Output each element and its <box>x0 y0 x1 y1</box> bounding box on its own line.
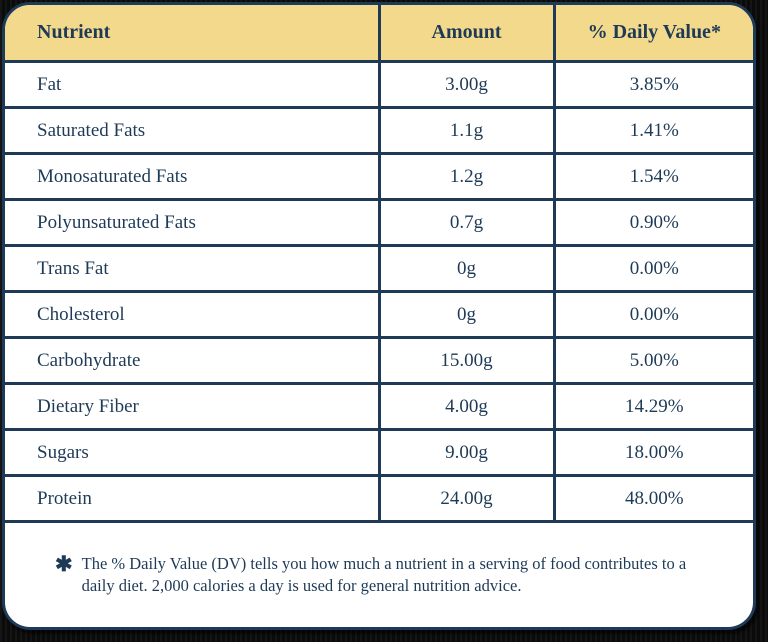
amount-cell: 15.00g <box>377 337 555 385</box>
amount-cell: 9.00g <box>377 429 555 477</box>
daily-value-cell: 0.00% <box>552 245 753 293</box>
amount-cell: 1.1g <box>377 107 555 155</box>
nutrient-cell: Monosaturated Fats <box>5 153 379 201</box>
table-row: Protein 24.00g 48.00% <box>5 475 753 523</box>
nutrient-cell: Carbohydrate <box>5 337 379 385</box>
nutrient-cell: Sugars <box>5 429 379 477</box>
nutrient-cell: Dietary Fiber <box>5 383 379 431</box>
nutrient-cell: Saturated Fats <box>5 107 379 155</box>
daily-value-cell: 18.00% <box>552 429 753 477</box>
daily-value-cell: 5.00% <box>552 337 753 385</box>
table-row: Cholesterol 0g 0.00% <box>5 291 753 339</box>
table-row: Fat 3.00g 3.85% <box>5 61 753 109</box>
table-row: Monosaturated Fats 1.2g 1.54% <box>5 153 753 201</box>
nutrient-cell: Protein <box>5 475 379 523</box>
amount-cell: 4.00g <box>377 383 555 431</box>
table-row: Sugars 9.00g 18.00% <box>5 429 753 477</box>
asterisk-icon: ✱ <box>55 552 73 576</box>
amount-cell: 1.2g <box>377 153 555 201</box>
table-row: Dietary Fiber 4.00g 14.29% <box>5 383 753 431</box>
amount-cell: 24.00g <box>377 475 555 523</box>
daily-value-cell: 1.54% <box>552 153 753 201</box>
column-header-amount: Amount <box>377 5 555 63</box>
nutrient-cell: Fat <box>5 61 379 109</box>
daily-value-cell: 0.90% <box>552 199 753 247</box>
footnote-text: The % Daily Value (DV) tells you how muc… <box>81 554 687 595</box>
table-row: Carbohydrate 15.00g 5.00% <box>5 337 753 385</box>
nutrient-cell: Cholesterol <box>5 291 379 339</box>
daily-value-cell: 14.29% <box>552 383 753 431</box>
table-header: Nutrient Amount % Daily Value* <box>5 5 753 63</box>
table-row: Polyunsaturated Fats 0.7g 0.90% <box>5 199 753 247</box>
table-body: Fat 3.00g 3.85% Saturated Fats 1.1g 1.41… <box>5 61 753 523</box>
daily-value-footnote: ✱ The % Daily Value (DV) tells you how m… <box>5 523 753 597</box>
amount-cell: 3.00g <box>377 61 555 109</box>
header-row: Nutrient Amount % Daily Value* <box>5 5 753 63</box>
nutrient-cell: Trans Fat <box>5 245 379 293</box>
amount-cell: 0g <box>377 245 555 293</box>
column-header-nutrient: Nutrient <box>5 5 379 63</box>
column-header-daily-value: % Daily Value* <box>552 5 753 63</box>
daily-value-cell: 1.41% <box>552 107 753 155</box>
amount-cell: 0g <box>377 291 555 339</box>
daily-value-cell: 0.00% <box>552 291 753 339</box>
table-row: Trans Fat 0g 0.00% <box>5 245 753 293</box>
nutrient-cell: Polyunsaturated Fats <box>5 199 379 247</box>
nutrition-table: Nutrient Amount % Daily Value* Fat 3.00g… <box>5 5 753 523</box>
nutrition-facts-card: Nutrient Amount % Daily Value* Fat 3.00g… <box>2 2 756 630</box>
daily-value-cell: 48.00% <box>552 475 753 523</box>
daily-value-cell: 3.85% <box>552 61 753 109</box>
amount-cell: 0.7g <box>377 199 555 247</box>
table-row: Saturated Fats 1.1g 1.41% <box>5 107 753 155</box>
